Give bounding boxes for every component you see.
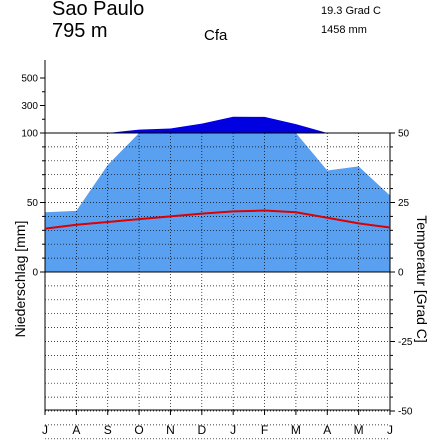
month-label: A [72, 423, 80, 437]
temp-tick-label: 25 [398, 198, 410, 209]
perhumid-period-area [45, 116, 390, 133]
temp-tick-label: 50 [398, 129, 410, 140]
month-label: M [291, 423, 301, 437]
month-label: N [166, 423, 175, 437]
temp-tick-label: -25 [398, 337, 413, 348]
annual-temperature: 19.3 Grad C [321, 5, 381, 17]
month-label: J [387, 423, 393, 437]
temp-tick-label: -50 [398, 407, 413, 418]
precip-tick-label: 0 [32, 268, 38, 279]
precip-tick-label: 50 [27, 198, 39, 209]
climate-classification: Cfa [204, 27, 228, 44]
month-label: F [261, 423, 268, 437]
month-label: O [134, 423, 143, 437]
month-label: A [323, 423, 331, 437]
temperature-line [44, 209, 391, 230]
month-label: D [197, 423, 206, 437]
humid-period-area [45, 133, 390, 272]
precip-tick-label: 500 [21, 74, 38, 85]
precip-tick-label: 100 [21, 129, 38, 140]
month-label: S [104, 423, 112, 437]
station-elevation: 795 m [52, 20, 108, 42]
month-label: J [230, 423, 236, 437]
month-label: M [354, 423, 364, 437]
month-label: J [42, 423, 48, 437]
temp-tick-label: 0 [398, 268, 404, 279]
annual-precipitation: 1458 mm [321, 24, 367, 36]
precip-tick-label: 300 [21, 101, 38, 112]
station-name: Sao Paulo [52, 0, 145, 20]
